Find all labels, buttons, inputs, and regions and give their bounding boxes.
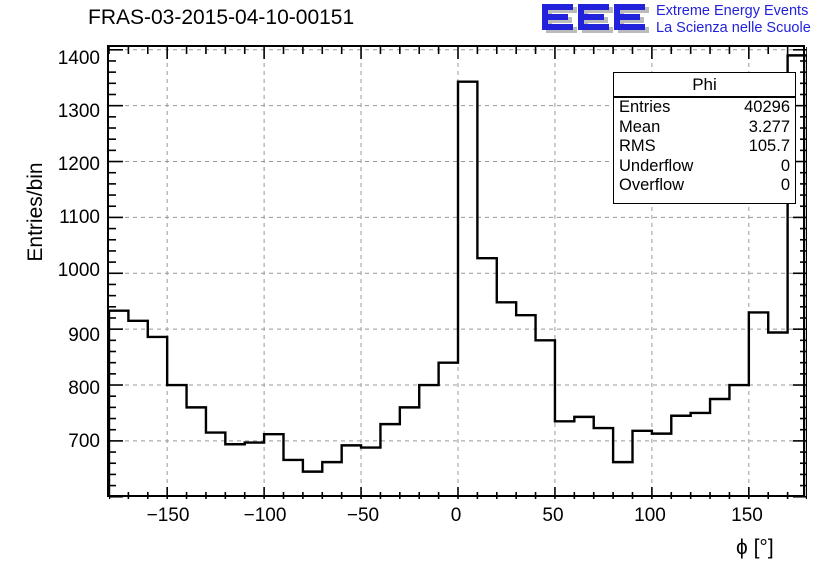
y-tick-label: 800 [68,378,100,399]
page-title: FRAS-03-2015-04-10-00151 [88,6,355,29]
stats-row: Overflow 0 [614,176,795,196]
histogram-outline [109,54,807,499]
stats-row-value: 105.7 [748,137,790,156]
stats-title: Phi [614,73,795,98]
eee-logo-text: Extreme Energy Events La Scienza nelle S… [656,3,811,36]
x-tick-label: 150 [731,505,763,526]
eee-logo-letters-icon [540,2,650,36]
x-tick-label: −100 [243,505,287,526]
y-tick-label: 1200 [57,154,100,175]
stats-row: Entries 40296 [614,98,795,118]
stats-row-label: Mean [619,117,661,136]
x-tick-label: −50 [346,505,380,526]
stats-row: Underflow 0 [614,157,795,177]
stats-row-value: 3.277 [748,117,790,136]
stats-box: Phi Entries 40296 Mean 3.277 RMS 105.7 Underfl… [613,72,796,204]
x-axis-title: ϕ [°] [736,536,774,559]
eee-logo-line1: Extreme Energy Events [656,3,809,19]
stats-row: RMS 105.7 [614,137,795,157]
eee-logo-line2: La Scienza nelle Scuole [656,19,811,36]
y-tick-label: 900 [68,325,100,346]
stats-row-label: Underflow [619,156,694,175]
stats-row-label: Overflow [619,176,685,195]
y-tick-label: 1300 [57,101,100,122]
stats-row-label: RMS [619,137,656,156]
x-tick-label: 100 [634,505,666,526]
x-tick-label: 50 [542,505,564,526]
stats-row-value: 0 [780,156,790,175]
eee-logo: Extreme Energy Events La Scienza nelle S… [540,2,836,38]
y-tick-label: 700 [68,431,100,452]
x-tick-label: 0 [450,505,462,526]
stats-row-value: 0 [780,176,790,195]
stats-row: Mean 3.277 [614,118,795,138]
y-tick-label: 1000 [57,260,100,281]
stats-row-value: 40296 [744,98,790,116]
y-tick-label: 1400 [57,48,100,69]
stats-rows: Entries 40296 Mean 3.277 RMS 105.7 Underflow 0 O… [614,98,795,196]
y-tick-label: 1100 [59,207,100,228]
stats-row-label: Entries [619,98,671,116]
x-tick-label: −150 [146,505,190,526]
